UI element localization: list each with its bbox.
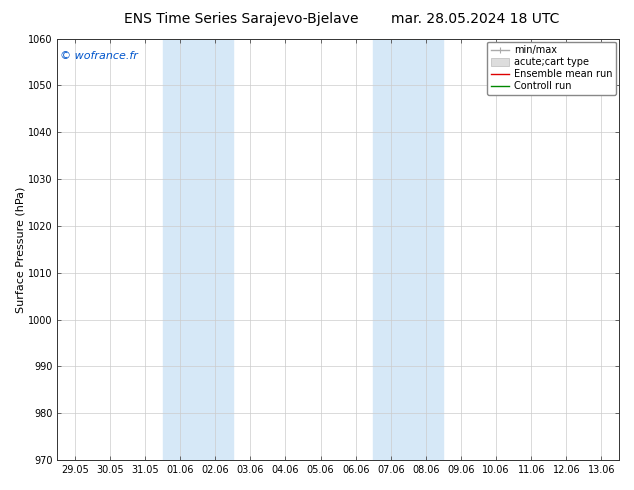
Text: ENS Time Series Sarajevo-Bjelave: ENS Time Series Sarajevo-Bjelave [124,12,358,26]
Y-axis label: Surface Pressure (hPa): Surface Pressure (hPa) [15,186,25,313]
Text: © wofrance.fr: © wofrance.fr [60,51,138,61]
Bar [162,39,233,460]
Text: mar. 28.05.2024 18 UTC: mar. 28.05.2024 18 UTC [391,12,560,26]
Legend: min/max, acute;cart type, Ensemble mean run, Controll run: min/max, acute;cart type, Ensemble mean … [488,42,616,95]
Bar [373,39,443,460]
